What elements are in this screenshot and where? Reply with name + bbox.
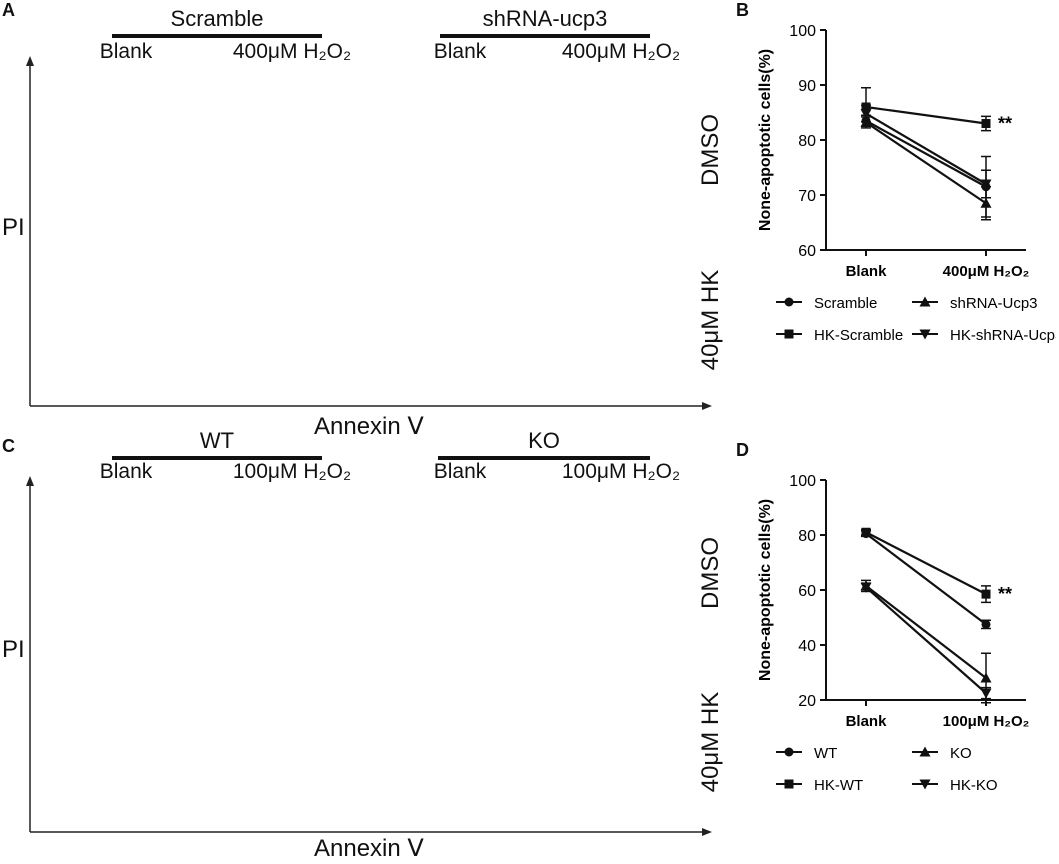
legend-marker-HK-shRNA-Ucp3 — [919, 329, 931, 340]
column-label-c-1: Blank — [99, 460, 153, 483]
column-label-c-4: 100μM H₂O₂ — [561, 460, 681, 483]
data-point-HK-shRNA-Ucp3 — [860, 109, 872, 120]
group-label-ko: KO — [528, 428, 560, 453]
x-tick-label: Blank — [846, 713, 888, 730]
legend-label: HK-WT — [814, 777, 863, 794]
data-point-HK-Scramble — [981, 119, 991, 128]
legend-label: HK-shRNA-Ucp3 — [950, 327, 1056, 344]
legend-label: WT — [814, 745, 837, 762]
x-tick-label: 400μM H₂O₂ — [943, 263, 1030, 280]
x-axis-label-c: Annexin Ⅴ — [314, 835, 424, 862]
data-point-WT — [981, 619, 991, 629]
column-label-a-1: Blank — [99, 40, 153, 63]
group-label-shrna-text: shRNA-ucp3 — [482, 6, 608, 31]
data-point-HK-KO — [860, 582, 872, 593]
series-line-HK-shRNA-Ucp3 — [865, 112, 987, 185]
group-label-shrna: shRNA-ucp3 — [440, 6, 650, 32]
data-point-shRNA-Ucp3 — [980, 197, 992, 208]
y-tick-label: 100 — [789, 473, 816, 490]
series-line-KO — [865, 585, 987, 679]
legend-marker-shRNA-Ucp3 — [919, 296, 931, 307]
group-bar-shrna — [440, 34, 650, 38]
series-line-WT — [865, 532, 987, 626]
y-tick-label: 60 — [798, 583, 816, 600]
group-bar-ko — [438, 456, 650, 460]
legend-marker-HK-Scramble — [784, 329, 794, 339]
column-label-a-2: 400μM H₂O₂ — [232, 40, 352, 63]
data-point-HK-shRNA-Ucp3 — [980, 179, 992, 190]
column-label-c-3: Blank — [433, 460, 487, 483]
data-point-KO — [980, 672, 992, 683]
y-tick-label: 70 — [798, 188, 816, 205]
y-axis-label: None-apoptotic cells(%) — [757, 499, 774, 681]
legend-label: HK-Scramble — [814, 327, 903, 344]
line-chart-d: 20 40 60 80 100 Blank 100μM H₂O₂ None-apoptotic… — [757, 473, 1030, 794]
y-axis-label-c: PI — [2, 636, 25, 663]
axes-arrows-a — [26, 56, 712, 410]
group-bar-scramble — [112, 34, 322, 38]
data-point-HK-WT — [861, 527, 871, 537]
y-tick-label: 100 — [789, 23, 816, 40]
significance-marker: ** — [998, 584, 1012, 604]
group-bar-wt — [112, 456, 322, 460]
y-tick-label: 20 — [798, 693, 816, 710]
y-tick-label: 80 — [798, 133, 816, 150]
group-label-scramble: Scramble — [170, 6, 264, 31]
data-point-HK-WT — [981, 589, 991, 599]
legend-marker-WT — [784, 747, 794, 757]
column-label-c-2: 100μM H₂O₂ — [232, 460, 352, 483]
legend-marker-KO — [919, 746, 931, 757]
x-tick-label: 100μM H₂O₂ — [943, 713, 1030, 730]
legend-marker-HK-WT — [784, 779, 794, 789]
series-line-shRNA-Ucp3 — [865, 121, 987, 205]
y-axis-label: None-apoptotic cells(%) — [757, 49, 774, 231]
column-label-a-3: Blank — [433, 40, 487, 63]
y-axis-label-a: PI — [2, 214, 25, 241]
legend-marker-Scramble — [784, 297, 794, 307]
group-label-wt: WT — [199, 428, 235, 453]
x-axis-label-a: Annexin Ⅴ — [314, 413, 424, 440]
column-label-a-4: 400μM H₂O₂ — [561, 40, 681, 63]
y-tick-label: 90 — [798, 78, 816, 95]
panel-letter-d: D — [736, 440, 749, 460]
legend-label: shRNA-Ucp3 — [950, 295, 1038, 312]
series-line-HK-WT — [865, 531, 987, 596]
x-tick-label: Blank — [846, 263, 888, 280]
data-point-HK-KO — [980, 688, 992, 699]
series-line-Scramble — [865, 119, 987, 188]
axes-arrows-c — [26, 476, 712, 836]
legend-label: Scramble — [814, 295, 877, 312]
legend-marker-HK-KO — [919, 779, 931, 790]
y-tick-label: 80 — [798, 528, 816, 545]
series-line-HK-Scramble — [865, 105, 987, 125]
y-tick-label: 40 — [798, 638, 816, 655]
panel-letter-b: B — [736, 0, 749, 20]
panel-letter-a: A — [2, 0, 15, 20]
panel-letter-c: C — [2, 436, 15, 456]
legend-label: HK-KO — [950, 777, 998, 794]
legend-label: KO — [950, 745, 972, 762]
line-chart-b: 60 70 80 90 100 Blank 400μM H₂O₂ None-apoptotic… — [757, 23, 1056, 344]
series-line-HK-KO — [865, 586, 987, 694]
significance-marker: ** — [998, 114, 1012, 134]
y-tick-label: 60 — [798, 243, 816, 260]
